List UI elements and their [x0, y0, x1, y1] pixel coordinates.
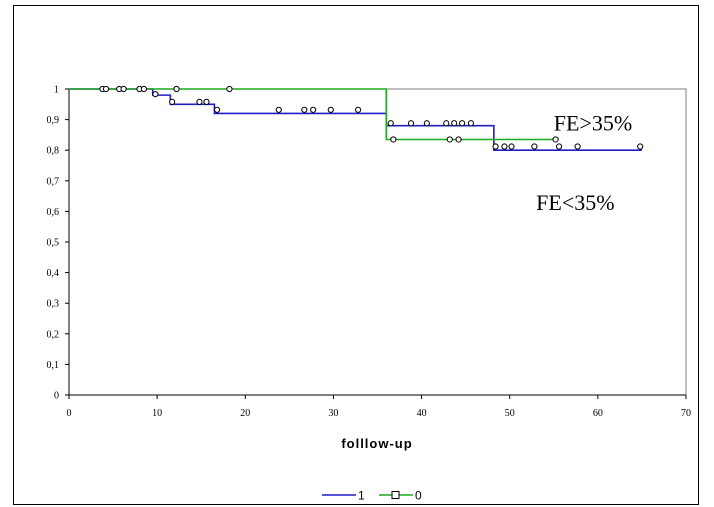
- censor-point-1: [407, 120, 415, 127]
- censor-point-1: [531, 143, 538, 150]
- censor-point-1: [327, 106, 334, 113]
- censor-point-1: [467, 120, 475, 127]
- annotation-label: FE>35%: [554, 111, 632, 136]
- plot-area: [68, 88, 687, 396]
- censor-point-1: [508, 143, 515, 150]
- y-ticks: 0 0,1 0,2 0,3 0,4 0,5 0,6 0,7 0,8 0,9 1: [47, 85, 69, 402]
- censor-point-1: [637, 143, 644, 150]
- censor-point-1: [555, 143, 563, 150]
- y-tick-label: 0: [54, 391, 59, 402]
- censor-point-1: [387, 120, 394, 127]
- x-tick-label: 50: [505, 408, 515, 419]
- censor-point-1: [459, 120, 466, 127]
- censor-point-1: [574, 143, 581, 150]
- legend-label-0: 0: [415, 489, 422, 503]
- x-tick-label: 0: [67, 408, 72, 419]
- censor-point-1: [501, 143, 508, 150]
- y-tick-label: 0,4: [47, 268, 60, 279]
- censor-point-0: [102, 85, 110, 93]
- y-tick-label: 0,1: [47, 360, 60, 371]
- y-tick-label: 0,9: [47, 115, 60, 126]
- censor-point-0: [120, 85, 127, 93]
- censor-point-1: [213, 106, 221, 113]
- censor-point-0: [390, 136, 397, 143]
- censor-point-1: [451, 120, 458, 127]
- y-tick-label: 0,8: [47, 146, 60, 157]
- x-tick-label: 30: [328, 408, 338, 419]
- censor-point-1: [355, 106, 362, 113]
- legend-marker-0: [391, 491, 400, 499]
- y-tick-label: 0,2: [47, 329, 60, 340]
- y-tick-label: 0,6: [47, 207, 60, 218]
- annotations: FE>35% FE<35%: [536, 111, 632, 216]
- x-ticks: 0 10 20 30 40 50 60 70: [67, 395, 691, 419]
- censor-point-0: [173, 85, 180, 93]
- censor-point-0: [552, 136, 559, 143]
- x-axis-label: folllow-up: [341, 436, 412, 451]
- censor-point-1: [169, 98, 176, 105]
- censor-point-1: [196, 98, 203, 105]
- censor-point-1: [301, 106, 308, 113]
- y-tick-label: 0,3: [47, 299, 60, 310]
- y-tick-label: 0,5: [47, 238, 60, 249]
- x-tick-label: 40: [417, 408, 427, 419]
- annotation-label: FE<35%: [536, 190, 614, 215]
- x-tick-label: 60: [593, 408, 603, 419]
- x-tick-label: 70: [681, 408, 691, 419]
- y-tick-label: 1: [54, 85, 59, 96]
- x-tick-label: 10: [152, 408, 162, 419]
- censor-point-1: [443, 120, 450, 127]
- censor-point-1: [152, 91, 159, 98]
- censor-point-1: [310, 106, 317, 113]
- censor-point-0: [140, 85, 148, 93]
- y-tick-label: 0,7: [47, 176, 60, 187]
- legend-label-1: 1: [358, 489, 365, 503]
- series-layer: [69, 85, 644, 151]
- x-tick-label: 20: [240, 408, 250, 419]
- censor-point-1: [203, 98, 210, 105]
- censor-point-0: [226, 85, 233, 93]
- censor-point-1: [423, 120, 430, 127]
- censor-point-0: [446, 136, 453, 143]
- censor-point-1: [275, 106, 282, 113]
- censor-point-1: [492, 143, 499, 150]
- censor-point-0: [455, 136, 462, 143]
